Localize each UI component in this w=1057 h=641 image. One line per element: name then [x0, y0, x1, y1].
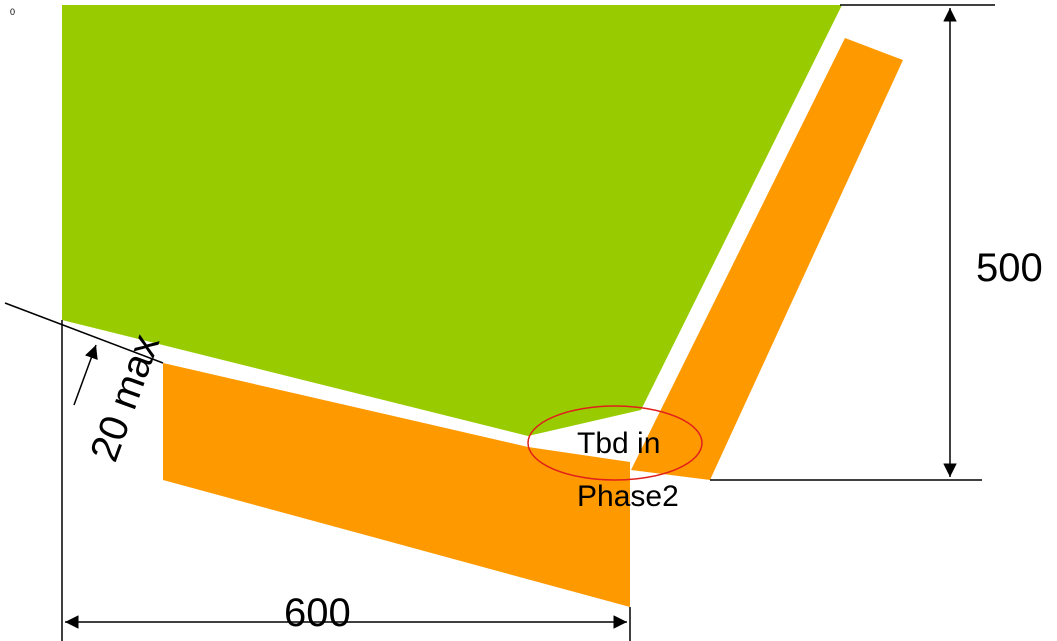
corner-mark: 0 [10, 7, 15, 17]
bottom-orange-strip [163, 363, 630, 607]
note-line-1: Tbd in [577, 427, 660, 460]
width-dimension-label: 600 [284, 591, 351, 635]
green-panel [62, 5, 842, 436]
note-line-2: Phase2 [577, 480, 679, 513]
highlight-circle [527, 405, 703, 481]
height-dimension-label: 500 [976, 246, 1043, 290]
gap-arrow [73, 344, 98, 406]
gap-extension-line [4, 302, 164, 364]
right-orange-strip [631, 38, 903, 480]
